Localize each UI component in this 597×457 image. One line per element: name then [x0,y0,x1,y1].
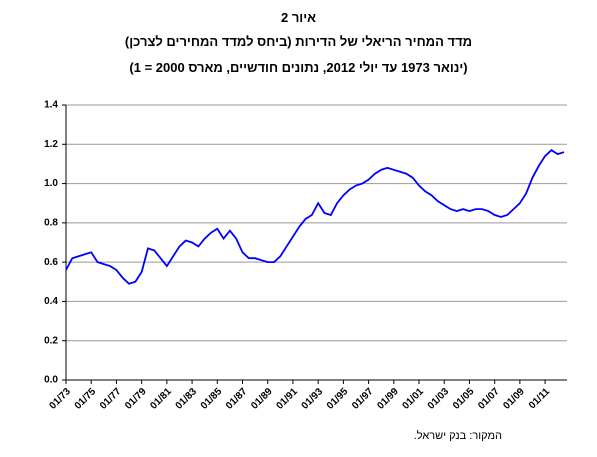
y-tick-label: 1.4 [44,100,58,111]
x-tick-label: 01/91 [274,386,300,412]
x-tick-label: 01/99 [375,386,401,412]
x-tick-label: 01/01 [401,386,427,412]
x-tick-label: 01/93 [300,386,326,412]
y-tick-label: 1.2 [44,139,58,150]
x-tick-label: 01/83 [174,386,200,412]
x-tick-label: 01/05 [451,386,477,412]
y-tick-label: 0.6 [44,257,58,268]
data-line [65,149,565,285]
y-tick-label: 0.4 [44,296,58,307]
x-tick-label: 01/95 [325,386,351,412]
x-tick-label: 01/81 [148,386,174,412]
x-tick-label: 01/03 [426,386,452,412]
y-tick-label: 0.0 [44,375,58,386]
x-tick-label: 01/97 [350,386,376,412]
y-tick-label: 0.2 [44,335,58,346]
x-tick-label: 01/73 [48,386,74,412]
x-tick-label: 01/85 [199,386,225,412]
x-tick-label: 01/11 [527,386,552,411]
chart-title: איור 2 [280,10,317,25]
x-tick-label: 01/87 [224,386,250,412]
x-tick-label: 01/09 [501,386,527,412]
x-tick-label: 01/77 [98,386,124,412]
x-tick-label: 01/75 [73,386,99,412]
x-tick-label: 01/89 [249,386,275,412]
y-tick-label: 1.0 [44,178,58,189]
x-tick-label: 01/07 [476,386,502,412]
y-tick-label: 0.8 [44,217,58,228]
chart-subtitle: (ינואר 1973 עד יולי 2012, נתונים חודשיים… [129,60,468,75]
source-note: המקור: בנק ישראל. [413,430,502,442]
chart-subtitle: מדד המחיר הריאלי של הדירות (ביחס למדד המ… [124,34,473,49]
x-tick-label: 01/79 [123,386,149,412]
